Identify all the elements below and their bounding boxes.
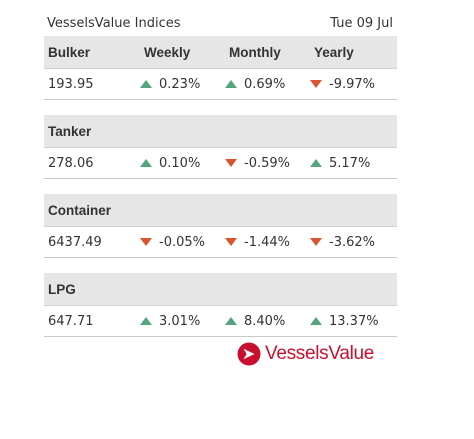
arrow-down-icon	[310, 80, 322, 88]
yearly-change-text: -3.62%	[329, 234, 375, 250]
section-header: LPG	[44, 273, 397, 306]
vesselsvalue-logo-icon	[237, 342, 261, 366]
vesselsvalue-logo[interactable]: VesselsValue	[237, 342, 374, 366]
weekly-change: 0.23%	[140, 77, 225, 92]
section-header: Tanker	[44, 115, 397, 148]
weekly-change-text: 0.10%	[159, 155, 201, 171]
monthly-change-text: -1.44%	[244, 234, 290, 250]
section-container: Container 6437.49 -0.05% -1.44% -3.62%	[44, 194, 397, 258]
index-value: 193.95	[48, 76, 94, 92]
monthly-change: 8.40%	[225, 314, 310, 329]
arrow-up-icon	[225, 80, 237, 88]
widget-date: Tue 09 Jul	[330, 15, 393, 31]
index-row: 6437.49 -0.05% -1.44% -3.62%	[44, 227, 397, 258]
monthly-change: -0.59%	[225, 156, 310, 171]
weekly-change-text: 0.23%	[159, 76, 201, 92]
monthly-change: -1.44%	[225, 235, 310, 250]
arrow-down-icon	[225, 238, 237, 246]
monthly-change: 0.69%	[225, 77, 310, 92]
yearly-change-text: 13.37%	[329, 313, 379, 329]
column-header-monthly: Monthly	[229, 44, 281, 60]
arrow-up-icon	[310, 159, 322, 167]
arrow-down-icon	[310, 238, 322, 246]
monthly-change-text: -0.59%	[244, 155, 290, 171]
arrow-up-icon	[225, 317, 237, 325]
arrow-up-icon	[140, 80, 152, 88]
monthly-change-text: 0.69%	[244, 76, 286, 92]
weekly-change: -0.05%	[140, 235, 225, 250]
index-value: 647.71	[48, 313, 94, 329]
column-header-yearly: Yearly	[314, 44, 354, 60]
weekly-change-text: 3.01%	[159, 313, 201, 329]
index-row: 278.06 0.10% -0.59% 5.17%	[44, 148, 397, 179]
yearly-change: -3.62%	[310, 235, 397, 250]
yearly-change: 5.17%	[310, 156, 397, 171]
index-value: 278.06	[48, 155, 94, 171]
weekly-change: 0.10%	[140, 156, 225, 171]
yearly-change-text: 5.17%	[329, 155, 371, 171]
index-value: 6437.49	[48, 234, 102, 250]
indices-widget: VesselsValue Indices Tue 09 Jul Bulker W…	[44, 10, 397, 352]
arrow-down-icon	[140, 238, 152, 246]
section-lpg: LPG 647.71 3.01% 8.40% 13.37%	[44, 273, 397, 337]
section-name: Container	[48, 202, 112, 218]
yearly-change: -9.97%	[310, 77, 397, 92]
arrow-up-icon	[310, 317, 322, 325]
index-row: 647.71 3.01% 8.40% 13.37%	[44, 306, 397, 337]
section-header: Container	[44, 194, 397, 227]
section-header: Bulker Weekly Monthly Yearly	[44, 36, 397, 69]
widget-header: VesselsValue Indices Tue 09 Jul	[44, 10, 397, 36]
yearly-change: 13.37%	[310, 314, 397, 329]
monthly-change-text: 8.40%	[244, 313, 286, 329]
arrow-down-icon	[225, 159, 237, 167]
column-header-weekly: Weekly	[144, 44, 191, 60]
section-name: Tanker	[48, 123, 92, 139]
section-name: Bulker	[48, 44, 91, 60]
widget-title: VesselsValue Indices	[47, 15, 181, 31]
arrow-up-icon	[140, 317, 152, 325]
index-row: 193.95 0.23% 0.69% -9.97%	[44, 69, 397, 100]
section-name: LPG	[48, 281, 76, 297]
yearly-change-text: -9.97%	[329, 76, 375, 92]
weekly-change: 3.01%	[140, 314, 225, 329]
arrow-up-icon	[140, 159, 152, 167]
weekly-change-text: -0.05%	[159, 234, 205, 250]
section-tanker: Tanker 278.06 0.10% -0.59% 5.17%	[44, 115, 397, 179]
logo-wordmark: VesselsValue	[265, 343, 375, 364]
section-bulker: Bulker Weekly Monthly Yearly 193.95 0.23…	[44, 36, 397, 100]
